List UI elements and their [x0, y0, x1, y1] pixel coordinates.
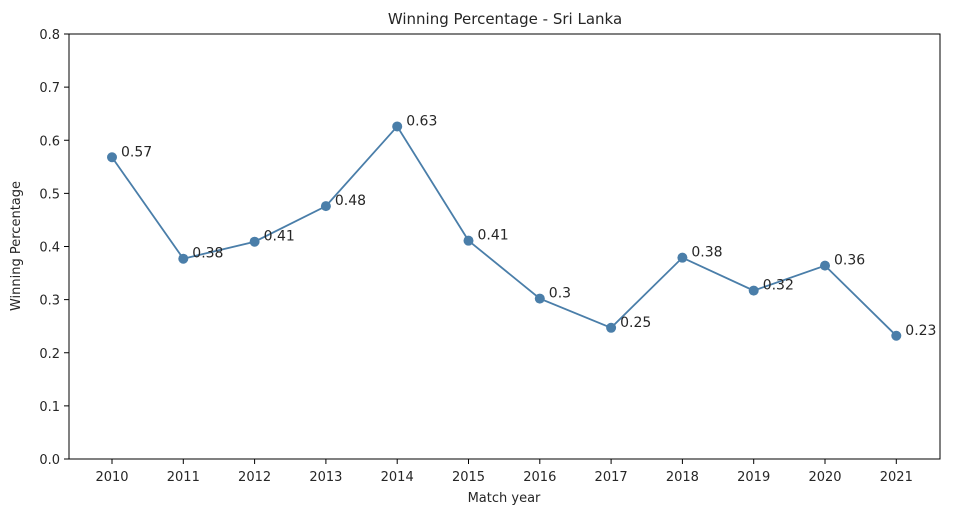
series-markers	[107, 121, 902, 341]
data-point-2020	[820, 260, 830, 271]
data-label-2020: 0.36	[834, 253, 865, 269]
x-tick-label: 2016	[523, 470, 556, 485]
y-axis-title: Winning Percentage	[9, 181, 24, 311]
y-tick-label: 0.6	[39, 134, 60, 149]
data-label-2016: 0.3	[549, 286, 571, 302]
x-tick-label: 2018	[666, 470, 699, 485]
y-tick-label: 0.7	[39, 81, 60, 96]
y-tick-label: 0.5	[39, 187, 60, 202]
data-label-2012: 0.41	[264, 229, 295, 245]
data-point-2019	[748, 285, 759, 296]
x-tick-label: 2011	[167, 470, 200, 485]
data-point-2015	[463, 235, 474, 246]
data-labels: 0.57 0.38 0.41 0.48 0.63 0.41 0.3 0.25 0.38 0.32 0…	[121, 113, 936, 338]
x-tick-label: 2015	[452, 470, 485, 485]
x-tick-label: 2021	[880, 470, 913, 485]
x-tick-label: 2013	[309, 470, 342, 485]
x-tick-label: 2012	[238, 470, 271, 485]
data-point-2021	[891, 330, 902, 341]
data-label-2021: 0.23	[905, 323, 936, 339]
x-axis: 2010 2011 2012 2013 2014 2015 2016 2017 2018 2019…	[95, 459, 913, 485]
y-tick-label: 0.8	[39, 28, 60, 43]
data-label-2017: 0.25	[620, 315, 651, 331]
y-axis: 0.0 0.1 0.2 0.3 0.4 0.5 0.6 0.7 0.8	[39, 28, 69, 468]
x-axis-title: Match year	[468, 491, 541, 506]
data-label-2014: 0.63	[406, 113, 437, 129]
x-tick-label: 2017	[595, 470, 628, 485]
y-tick-label: 0.1	[39, 400, 60, 415]
x-tick-label: 2010	[95, 470, 128, 485]
data-point-2012	[249, 236, 260, 247]
data-point-2011	[178, 253, 189, 264]
x-tick-label: 2019	[737, 470, 770, 485]
data-point-2014	[392, 121, 403, 132]
x-tick-label: 2020	[808, 470, 841, 485]
data-point-2013	[320, 201, 331, 212]
data-point-2016	[534, 293, 545, 304]
chart-title: Winning Percentage - Sri Lanka	[388, 10, 622, 28]
data-point-2010	[107, 152, 117, 163]
data-point-2017	[606, 322, 617, 333]
y-tick-label: 0.4	[39, 241, 60, 256]
data-label-2013: 0.48	[335, 193, 366, 209]
y-tick-label: 0.2	[39, 347, 60, 362]
data-point-2018	[677, 252, 688, 263]
data-label-2018: 0.38	[691, 245, 722, 261]
series-line	[111, 124, 897, 337]
data-label-2019: 0.32	[763, 278, 794, 294]
y-tick-label: 0.3	[39, 294, 60, 309]
data-label-2015: 0.41	[478, 228, 509, 244]
data-label-2010: 0.57	[121, 144, 152, 160]
x-tick-label: 2014	[381, 470, 414, 485]
data-label-2011: 0.38	[192, 246, 223, 262]
y-tick-label: 0.0	[39, 453, 60, 468]
